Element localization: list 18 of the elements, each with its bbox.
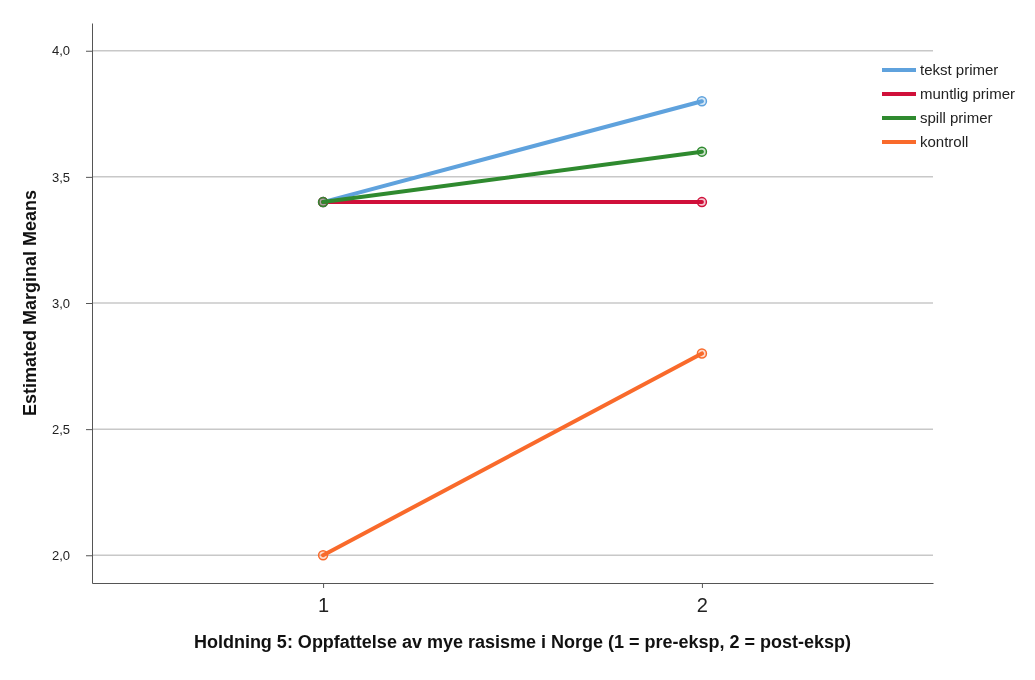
x-axis-title: Holdning 5: Oppfattelse av mye rasisme i Norge (1 = pre-eksp, 2 = post-eksp) [193, 632, 852, 652]
y-tick-label: 2,0 [51, 547, 70, 563]
legend-label: kontroll [920, 133, 969, 151]
y-axis-title: Estimated Marginal Means [20, 189, 40, 417]
legend-label: spill primer [920, 109, 993, 127]
x-tick-label: 1 [318, 594, 330, 617]
y-tick-label: 3,0 [51, 295, 70, 311]
point [696, 146, 708, 157]
y-tick-label: 4,0 [51, 43, 70, 59]
y-tick-label: 2,5 [51, 421, 70, 437]
legend-label: tekst primer [920, 61, 999, 79]
point [696, 196, 708, 208]
legend-label: muntlig primer [920, 85, 1016, 103]
point [696, 95, 708, 107]
x-tick-label: 2 [696, 594, 708, 617]
y-tick-label: 3,5 [51, 169, 70, 185]
point [317, 550, 329, 561]
point [696, 348, 708, 359]
